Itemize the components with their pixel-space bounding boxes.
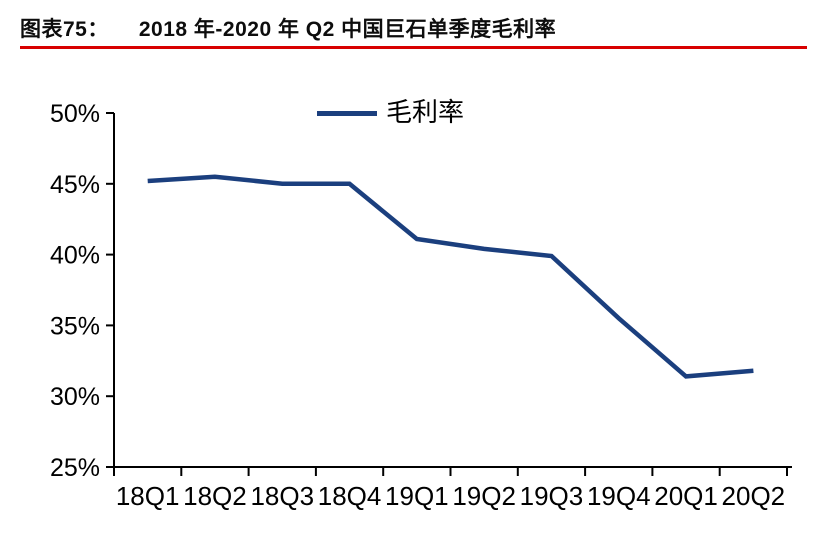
x-tick-label: 19Q1 (385, 481, 449, 511)
x-tick-label: 20Q1 (654, 481, 718, 511)
x-tick-label: 18Q2 (183, 481, 247, 511)
x-tick-label: 19Q4 (587, 481, 651, 511)
x-tick-label: 20Q2 (722, 481, 786, 511)
title-underline (20, 46, 807, 49)
y-tick-label: 30% (50, 383, 100, 411)
y-tick-label: 35% (50, 312, 100, 340)
y-tick-label: 45% (50, 171, 100, 199)
y-tick-label: 25% (50, 454, 100, 482)
x-tick-label: 18Q3 (250, 481, 314, 511)
series-line-margin (147, 174, 754, 379)
x-tick-label: 19Q3 (520, 481, 584, 511)
figure-title: 2018 年-2020 年 Q2 中国巨石单季度毛利率 (138, 18, 557, 41)
x-tick-label: 18Q1 (116, 481, 180, 511)
x-tick-label: 19Q2 (452, 481, 516, 511)
y-tick-label: 40% (50, 242, 100, 270)
y-tick-label: 50% (50, 100, 100, 128)
legend-line-swatch (317, 110, 377, 116)
axis-lines (113, 113, 792, 468)
chart-legend: 毛利率 (317, 99, 464, 127)
x-tick-label: 18Q4 (318, 481, 382, 511)
legend-label: 毛利率 (386, 98, 465, 128)
figure-title-row: 图表75： 2018 年-2020 年 Q2 中国巨石单季度毛利率 (20, 13, 556, 43)
figure-label: 图表75： (20, 18, 109, 41)
